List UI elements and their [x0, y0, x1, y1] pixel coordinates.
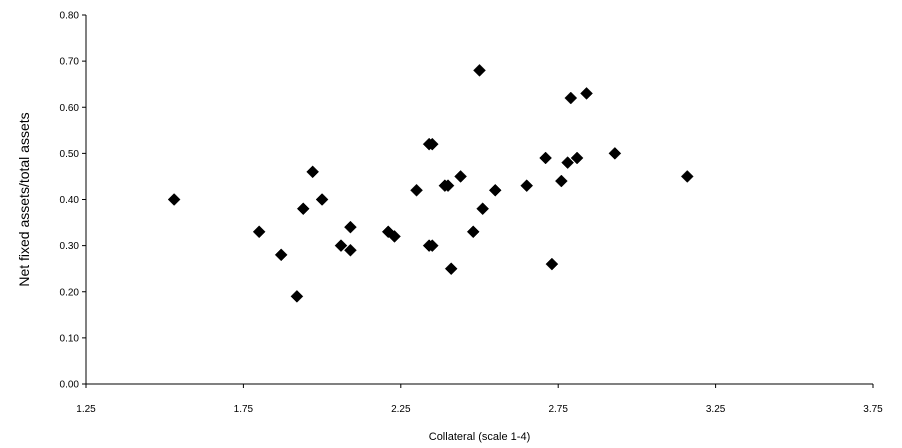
data-point: [488, 183, 502, 197]
x-ticks: 1.25 1.75 2.25 2.75 3.25 3.75: [76, 384, 883, 415]
y-tick-label: 0.70: [60, 57, 80, 68]
x-tick-label: 1.25: [76, 404, 96, 415]
data-point: [554, 174, 568, 188]
data-point: [561, 156, 574, 169]
x-axis-title: Collateral (scale 1-4): [429, 431, 530, 443]
y-tick-label: 0.60: [60, 103, 80, 114]
data-point: [274, 248, 288, 262]
data-point: [476, 202, 490, 216]
data-point: [306, 165, 320, 179]
data-point: [473, 63, 486, 77]
data-point: [680, 170, 694, 183]
data-point: [410, 183, 423, 197]
data-point: [580, 87, 593, 100]
data-point: [608, 147, 622, 160]
data-point: [334, 239, 348, 252]
x-axis: 1.25 1.75 2.25 2.75 3.25 3.75: [76, 383, 883, 415]
data-point: [296, 202, 310, 216]
data-point: [520, 179, 534, 193]
data-point: [545, 257, 559, 271]
data-point: [454, 170, 467, 183]
data-point: [466, 225, 480, 239]
data-point: [425, 137, 439, 151]
y-axis-title: Net fixed assets/total assets: [16, 112, 32, 286]
x-tick-label: 3.25: [706, 404, 726, 415]
x-tick-label: 2.75: [548, 404, 568, 415]
x-tick-label: 1.75: [234, 404, 254, 415]
data-point: [344, 220, 357, 234]
data-point: [388, 230, 401, 243]
y-tick-label: 0.30: [60, 241, 80, 252]
x-tick-label: 2.25: [391, 404, 411, 415]
x-tick-label: 3.75: [863, 404, 883, 415]
data-point: [425, 239, 439, 252]
data-point: [252, 225, 266, 239]
data-point: [441, 179, 455, 193]
data-point: [564, 91, 578, 105]
y-axis: 0.00 0.10 0.20 0.30 0.40 0.50 0.60 0.70 0.80: [60, 11, 87, 391]
y-tick-label: 0.10: [60, 333, 80, 344]
y-tick-label: 0.50: [60, 149, 80, 160]
y-ticks: 0.00 0.10 0.20 0.30 0.40 0.50 0.60 0.70 0.80: [60, 11, 86, 391]
data-point: [344, 243, 357, 257]
y-tick-label: 0.40: [60, 195, 80, 206]
y-tick-label: 0.20: [60, 287, 80, 298]
data-point: [167, 193, 181, 206]
data-point: [570, 151, 584, 165]
data-points: [167, 63, 694, 303]
data-point: [315, 193, 329, 206]
data-point: [290, 290, 304, 303]
data-point: [444, 262, 458, 276]
y-tick-label: 0.00: [60, 380, 80, 391]
y-tick-label: 0.80: [60, 11, 80, 22]
data-point: [539, 151, 552, 165]
